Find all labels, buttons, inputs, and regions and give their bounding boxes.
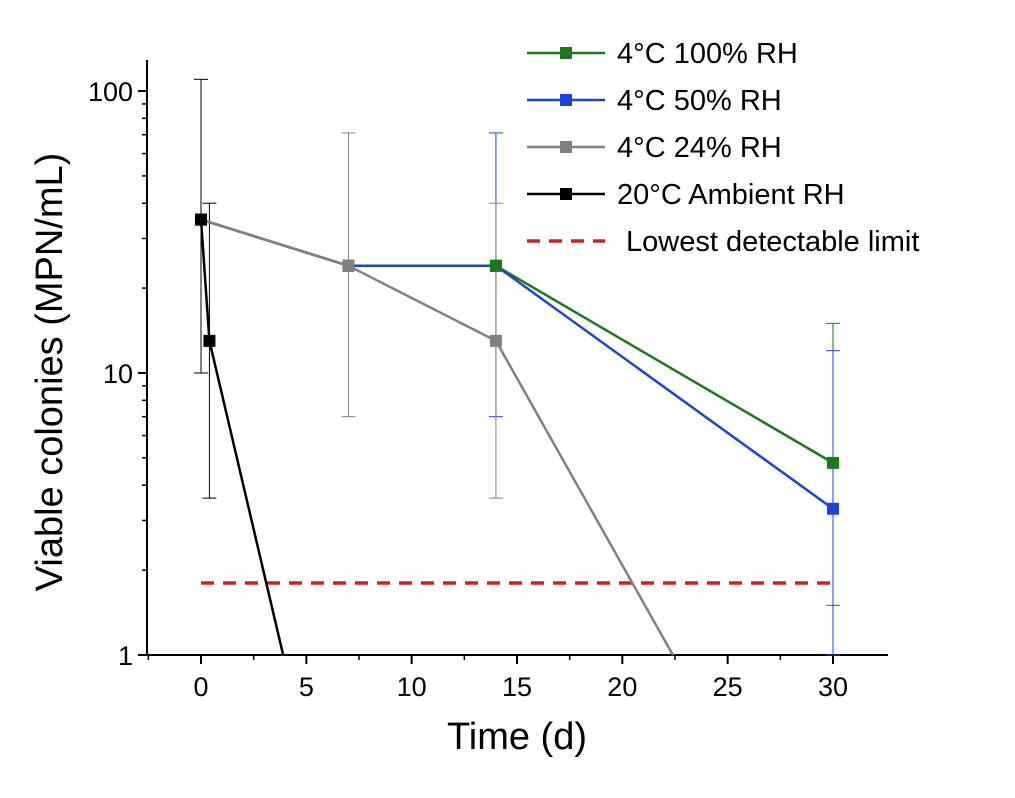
legend-label: 4°C 100% RH bbox=[617, 38, 798, 70]
legend-marker bbox=[560, 188, 572, 200]
legend-marker bbox=[560, 94, 572, 106]
legend-label: 4°C 24% RH bbox=[617, 132, 782, 164]
x-tick-label: 10 bbox=[397, 672, 427, 702]
y-tick-label: 1 bbox=[118, 641, 133, 671]
legend: 4°C 100% RH 4°C 50% RH 4°C 24% RH 20°C Ambi… bbox=[527, 38, 919, 258]
y-tick-label: 100 bbox=[88, 77, 133, 107]
x-tick-label: 15 bbox=[502, 672, 532, 702]
legend-marker bbox=[560, 141, 572, 153]
x-tick-label: 0 bbox=[193, 672, 208, 702]
series-layer bbox=[195, 213, 839, 656]
y-tick-label: 10 bbox=[103, 359, 133, 389]
legend-label: 4°C 50% RH bbox=[617, 85, 782, 117]
data-point bbox=[827, 456, 839, 469]
x-tick-label: 5 bbox=[299, 672, 314, 702]
legend-marker bbox=[560, 47, 572, 59]
series-line bbox=[200, 218, 674, 656]
series-line bbox=[200, 218, 834, 510]
data-point bbox=[489, 334, 502, 347]
x-tick-label: 20 bbox=[607, 672, 637, 702]
data-point bbox=[342, 259, 355, 272]
x-tick-label: 30 bbox=[818, 672, 848, 702]
series-line bbox=[199, 219, 285, 656]
legend-label: Lowest detectable limit bbox=[626, 226, 919, 258]
data-point bbox=[489, 259, 502, 272]
axes: 0 5 10 15 20 25 30 1 10 100 bbox=[88, 60, 888, 702]
x-axis-title: Time (d) bbox=[447, 716, 587, 758]
data-point bbox=[195, 213, 207, 226]
data-point bbox=[203, 334, 216, 347]
x-tick-label: 25 bbox=[713, 672, 743, 702]
y-axis-title: Viable colonies (MPN/mL) bbox=[29, 153, 71, 592]
data-point bbox=[827, 502, 839, 515]
legend-label: 20°C Ambient RH bbox=[617, 179, 845, 211]
error-bar-layer bbox=[194, 78, 840, 656]
